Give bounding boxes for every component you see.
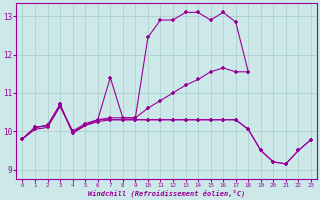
X-axis label: Windchill (Refroidissement éolien,°C): Windchill (Refroidissement éolien,°C) [88, 190, 245, 197]
